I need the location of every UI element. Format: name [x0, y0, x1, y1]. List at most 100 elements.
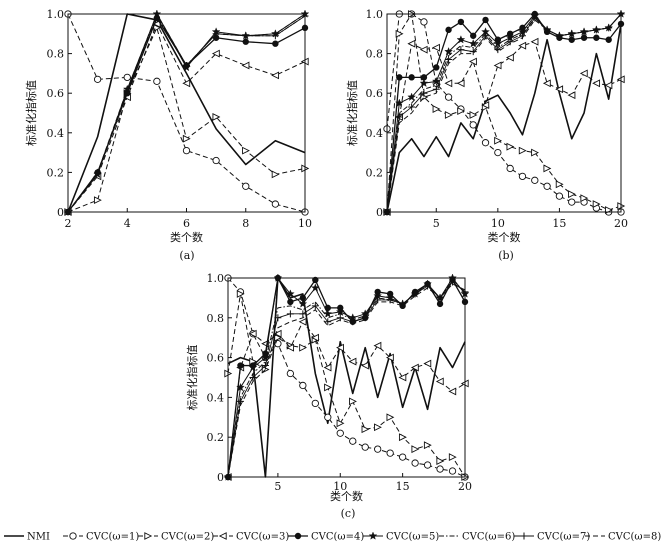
- series-line: [67, 27, 306, 213]
- data-point: [182, 146, 191, 155]
- data-point: [407, 92, 416, 101]
- data-point: [531, 148, 539, 157]
- data-point: [242, 38, 249, 45]
- data-point: [311, 302, 319, 310]
- y-tick-label: 0.6: [366, 87, 384, 100]
- data-point: [312, 276, 319, 284]
- data-point: [236, 382, 245, 392]
- data-point: [605, 36, 612, 43]
- data-point: [604, 81, 613, 90]
- data-point: [433, 64, 440, 71]
- y-axis-label: 标准化指标值: [185, 345, 199, 411]
- data-point: [242, 146, 250, 155]
- data-point: [481, 101, 490, 110]
- data-point: [530, 37, 539, 46]
- data-point: [444, 93, 453, 101]
- legend-item: CVC(ω=2): [138, 532, 214, 543]
- y-axis-label: 标准化指标值: [24, 80, 38, 146]
- y-tick-label: 0.8: [366, 48, 384, 61]
- data-point: [579, 69, 588, 78]
- data-point: [494, 136, 503, 145]
- data-point: [286, 289, 295, 298]
- data-point: [423, 359, 432, 368]
- data-point: [237, 362, 244, 369]
- x-tick-label: 10: [333, 480, 347, 493]
- panel-caption: (b): [498, 249, 514, 262]
- data-point: [469, 48, 477, 56]
- data-point: [248, 362, 258, 372]
- data-point: [310, 283, 320, 292]
- y-tick-label: 0: [57, 206, 64, 219]
- legend-item: CVC(ω=7): [514, 532, 590, 543]
- x-tick-label: 4: [124, 217, 131, 230]
- data-point: [311, 333, 319, 342]
- data-point: [286, 310, 294, 318]
- y-tick-label: 0.8: [47, 48, 65, 61]
- data-point: [518, 146, 527, 155]
- series-cvc-w8: [227, 283, 466, 478]
- y-tick-label: 0.4: [207, 391, 225, 404]
- y-tick-label: 1.0: [207, 272, 225, 285]
- data-point: [407, 39, 416, 48]
- x-tick-label: 10: [298, 217, 312, 230]
- data-point: [299, 381, 307, 390]
- data-point: [286, 343, 295, 352]
- legend-item: CVC(ω=8): [585, 532, 661, 543]
- data-point: [411, 445, 420, 454]
- series-line: [67, 23, 306, 213]
- data-point: [348, 357, 357, 366]
- x-tick-label: 20: [614, 217, 628, 230]
- series-line: [67, 13, 306, 213]
- data-point: [432, 105, 441, 113]
- legend-marker: [520, 532, 528, 540]
- data-point: [445, 26, 452, 34]
- series-cvc-w7: [64, 10, 309, 216]
- data-point: [411, 459, 419, 467]
- data-point: [153, 77, 161, 85]
- data-point: [261, 362, 269, 370]
- data-point: [420, 89, 428, 97]
- y-tick-label: 1.0: [366, 8, 384, 21]
- data-point: [374, 423, 382, 432]
- y-tick-label: 0.2: [47, 166, 65, 179]
- data-point: [299, 310, 307, 318]
- y-tick-label: 0.8: [207, 312, 225, 325]
- y-tick-label: 0.4: [366, 127, 384, 140]
- data-point: [324, 318, 332, 326]
- data-point: [374, 445, 382, 453]
- data-point: [444, 47, 453, 56]
- series-cvc-w3: [63, 19, 309, 216]
- data-point: [273, 329, 282, 338]
- x-tick-label: 5: [274, 480, 281, 493]
- data-point: [287, 298, 294, 306]
- series-line: [386, 13, 622, 213]
- series-nmi: [227, 277, 466, 478]
- data-point: [555, 32, 563, 40]
- legend-item: CVC(ω=5): [363, 531, 439, 543]
- data-point: [457, 18, 465, 26]
- series-line: [386, 23, 622, 213]
- data-point: [568, 190, 576, 199]
- series-cvc-w3: [223, 317, 469, 481]
- series-nmi: [386, 23, 622, 213]
- data-point: [241, 61, 250, 70]
- data-point: [212, 156, 220, 165]
- x-tick-label: 15: [396, 480, 410, 493]
- series-cvc-w5: [223, 273, 470, 481]
- data-point: [123, 73, 131, 82]
- data-point: [436, 457, 445, 466]
- series-line: [386, 13, 622, 213]
- data-point: [182, 79, 191, 88]
- data-point: [349, 437, 357, 445]
- data-point: [555, 192, 564, 200]
- data-point: [482, 16, 489, 24]
- plot-frame: [386, 13, 622, 213]
- data-point: [580, 194, 589, 203]
- x-axis-label: 类个数: [170, 230, 203, 244]
- y-axis-label: 标准化指标值: [345, 80, 359, 146]
- data-point: [274, 333, 283, 342]
- y-tick-label: 0.6: [207, 352, 225, 365]
- data-point: [542, 79, 551, 88]
- data-point: [543, 164, 552, 173]
- series-line: [386, 41, 622, 213]
